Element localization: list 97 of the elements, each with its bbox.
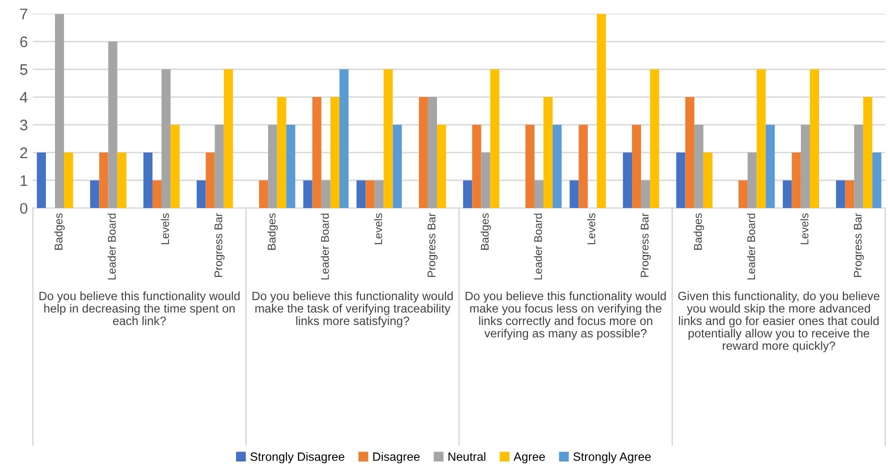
text: Do you believe this functionality would make you focus less on verifying the links correctly and focus more on verifying as many as possible? [466, 291, 666, 340]
x-tick-label: Progress Bar [428, 213, 438, 277]
bar [286, 124, 296, 208]
bar [810, 69, 819, 208]
bar [685, 97, 694, 208]
text: Given this functionality, do you believe you would skip the more advanced links and go for easier ones that could potentially allow you to receive the reward more quickly? [678, 291, 880, 352]
bar [836, 180, 846, 208]
x-tick-label: Leader Board [534, 214, 542, 280]
legend-label: Agree [514, 452, 545, 464]
bar [766, 124, 775, 208]
x-tick-label: Progress Bar [854, 213, 864, 277]
bar [170, 124, 180, 208]
bar [596, 14, 606, 208]
bar [463, 180, 472, 208]
bar [694, 124, 704, 208]
bar [472, 124, 482, 208]
bar [99, 152, 108, 208]
bar [490, 69, 500, 208]
bar [384, 69, 393, 208]
x-tick-label: Leader Board [108, 214, 116, 280]
bar [525, 124, 534, 208]
bar [418, 97, 428, 208]
bar [872, 152, 882, 208]
bar [196, 180, 206, 208]
bar [224, 69, 233, 208]
x-tick-label: Badges [694, 213, 704, 250]
bar [312, 97, 322, 208]
bar [544, 97, 553, 208]
legend-label: Neutral [448, 452, 486, 461]
bar [428, 97, 437, 208]
bar [277, 97, 286, 208]
y-tick-label: 2 [20, 147, 28, 158]
bar [356, 180, 366, 208]
y-tick-label: 6 [20, 36, 28, 48]
bar [90, 180, 100, 208]
bar [863, 97, 872, 208]
x-tick-label: Levels [587, 213, 596, 244]
bar [339, 69, 349, 208]
bar [552, 124, 562, 208]
bar [392, 124, 402, 208]
bar [436, 124, 446, 208]
x-tick-label: Badges [480, 213, 491, 250]
x-tick-label: Levels [800, 213, 808, 244]
bar [303, 180, 312, 208]
bar [206, 152, 215, 208]
x-tick-label: Badges [267, 213, 278, 250]
bar [143, 152, 152, 208]
bar [374, 180, 384, 208]
legend-label: Disagree [373, 452, 420, 464]
bar [782, 180, 792, 208]
bar [641, 180, 650, 208]
bar [108, 42, 118, 208]
text: Do you believe this functionality would help in decreasing the time spent on each link? [39, 291, 240, 326]
bar [268, 124, 278, 208]
y-tick-label: 0 [20, 202, 28, 214]
bar [36, 152, 46, 208]
y-tick-label: 3 [20, 120, 28, 130]
bar [259, 180, 268, 208]
bar [152, 180, 162, 208]
bar [650, 69, 660, 208]
bar [578, 124, 588, 208]
x-tick-label: Leader Board [320, 214, 329, 280]
bar [330, 97, 340, 208]
x-tick-label: Levels [160, 213, 170, 244]
bar [321, 180, 330, 208]
x-tick-label: Leader Board [746, 214, 756, 280]
bar [845, 180, 854, 208]
bar [622, 152, 632, 208]
bar [676, 152, 686, 208]
bar [162, 69, 171, 208]
legend-label: Strongly Agree [573, 452, 651, 464]
y-tick-label: 7 [20, 8, 28, 20]
legend-label: Strongly Disagree [250, 452, 344, 464]
bar [214, 124, 224, 208]
bar [632, 124, 642, 208]
bar [748, 152, 757, 208]
bar [481, 152, 490, 208]
bar [117, 152, 126, 208]
bar [64, 152, 74, 208]
x-tick-label: Progress Bar [640, 213, 651, 277]
x-tick-label: Badges [54, 213, 65, 250]
y-tick-label: 5 [20, 64, 28, 75]
bar [854, 124, 864, 208]
bar [534, 180, 544, 208]
bar [738, 180, 748, 208]
bar [703, 152, 712, 208]
bar [756, 69, 766, 208]
bar [570, 180, 579, 208]
y-tick-label: 4 [20, 92, 28, 103]
bar [792, 152, 801, 208]
x-tick-label: Levels [374, 213, 382, 244]
y-tick-label: 1 [20, 175, 28, 186]
bar [800, 124, 810, 208]
x-tick-label: Progress Bar [214, 213, 225, 277]
bar [54, 14, 64, 208]
text: Do you believe this functionality would make the task of verifying traceability links more satisfying? [252, 291, 453, 328]
bar [366, 180, 375, 208]
